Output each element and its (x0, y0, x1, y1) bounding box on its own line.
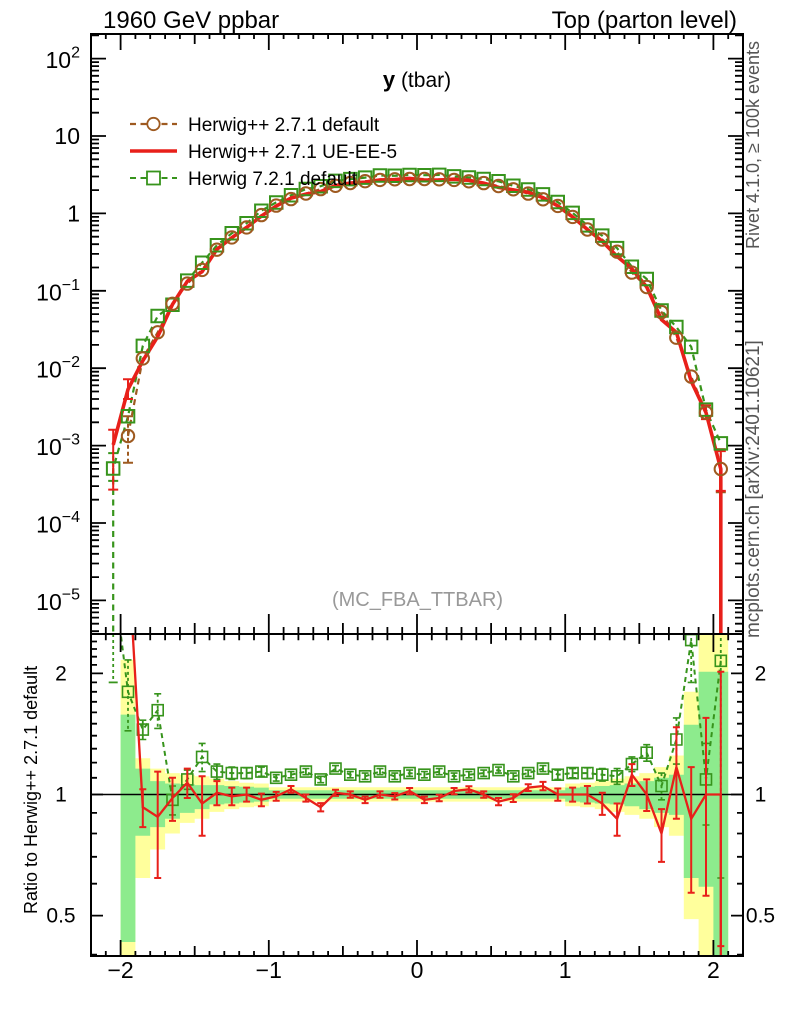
svg-text:−1: −1 (256, 957, 282, 983)
svg-text:10: 10 (54, 123, 80, 149)
svg-text:Rivet 4.1.0, ≥ 100k events: Rivet 4.1.0, ≥ 100k events (743, 41, 763, 249)
svg-text:(MC_FBA_TTBAR): (MC_FBA_TTBAR) (332, 589, 503, 611)
svg-text:Ratio to Herwig++ 2.7.1 defaul: Ratio to Herwig++ 2.7.1 default (21, 666, 41, 914)
svg-text:1: 1 (67, 200, 80, 226)
svg-text:0: 0 (411, 957, 424, 983)
svg-text:1: 1 (755, 784, 767, 807)
svg-text:Herwig 7.2.1 default: Herwig 7.2.1 default (188, 169, 358, 190)
svg-text:0.5: 0.5 (46, 905, 75, 928)
svg-text:−2: −2 (107, 957, 133, 983)
svg-text:2: 2 (55, 662, 67, 685)
svg-text:y (tbar): y (tbar) (383, 67, 451, 92)
svg-text:2: 2 (707, 957, 720, 983)
svg-text:1: 1 (55, 784, 67, 807)
svg-text:10−2: 10−2 (36, 354, 80, 383)
svg-text:102: 102 (46, 45, 81, 74)
svg-text:Herwig++ 2.7.1 default: Herwig++ 2.7.1 default (188, 115, 380, 136)
svg-text:Herwig++ 2.7.1 UE-EE-5: Herwig++ 2.7.1 UE-EE-5 (188, 142, 397, 163)
svg-text:1: 1 (559, 957, 572, 983)
svg-text:mcplots.cern.ch [arXiv:2401.10: mcplots.cern.ch [arXiv:2401.10621] (743, 340, 764, 638)
svg-text:Top (parton level): Top (parton level) (552, 7, 737, 34)
svg-text:2: 2 (755, 662, 767, 685)
svg-text:1960 GeV ppbar: 1960 GeV ppbar (103, 7, 279, 34)
svg-text:0.5: 0.5 (746, 905, 775, 928)
